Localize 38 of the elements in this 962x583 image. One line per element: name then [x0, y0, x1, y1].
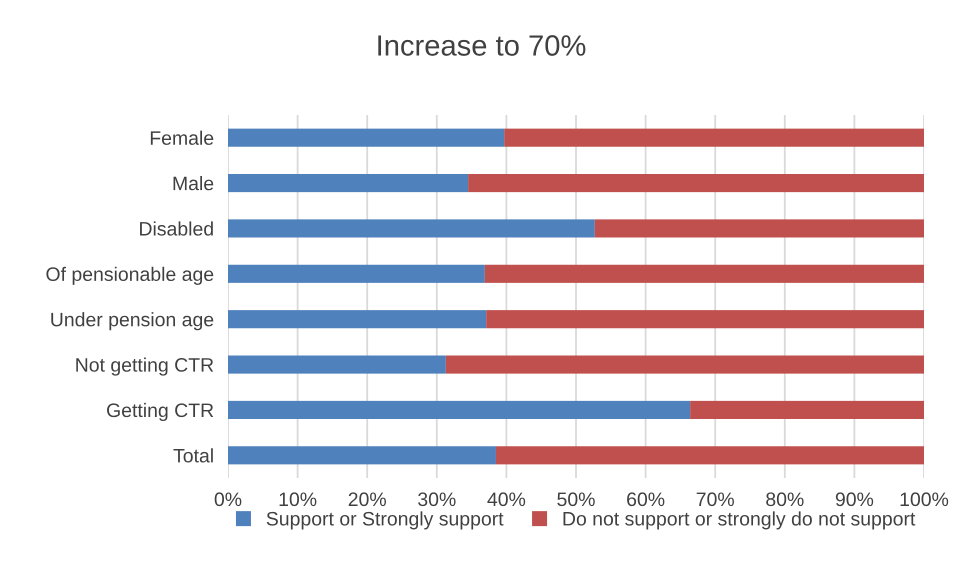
- x-tick-label: 90%: [836, 492, 874, 506]
- y-tick-label: Female: [150, 130, 214, 145]
- bar: [228, 174, 468, 192]
- bar: [228, 310, 486, 328]
- bar: [594, 219, 924, 238]
- bar: [446, 355, 924, 374]
- bar: [228, 355, 446, 374]
- y-tick-label: Getting CTR: [107, 402, 214, 422]
- y-tick-label: Disabled: [140, 221, 213, 236]
- bar: [228, 400, 690, 420]
- bar: [468, 174, 924, 192]
- x-tick-label: 50%: [557, 492, 595, 506]
- x-tick-label: 60%: [627, 492, 664, 506]
- bar: [484, 264, 924, 283]
- y-tick-label: Of pensionable age: [46, 266, 214, 285]
- y-tick-label: Under pension age: [51, 312, 214, 330]
- legend-label: Do not support or strongly do not support: [564, 511, 916, 530]
- bar: [228, 219, 595, 238]
- x-tick-label: 100%: [900, 492, 948, 506]
- bar: [504, 128, 924, 147]
- x-tick-label: 40%: [487, 492, 526, 506]
- y-tick-label: Total: [173, 448, 213, 463]
- bar: [486, 310, 924, 328]
- x-tick-label: 20%: [348, 492, 386, 506]
- bar: [228, 446, 496, 464]
- bar: [690, 400, 924, 420]
- x-tick-label: 0%: [214, 492, 242, 506]
- y-tick-label: Male: [174, 176, 214, 190]
- bar: [496, 446, 924, 464]
- chart-title: Increase to 70%: [378, 35, 586, 56]
- legend-label: Support or Strongly support: [266, 511, 504, 530]
- bar: [228, 128, 504, 147]
- x-tick-label: 30%: [418, 492, 456, 506]
- y-tick-label: Not getting CTR: [76, 358, 214, 376]
- x-tick-label: 70%: [696, 492, 734, 506]
- x-tick-label: 10%: [280, 492, 316, 506]
- x-tick-label: 80%: [766, 492, 804, 506]
- bar: [228, 264, 485, 283]
